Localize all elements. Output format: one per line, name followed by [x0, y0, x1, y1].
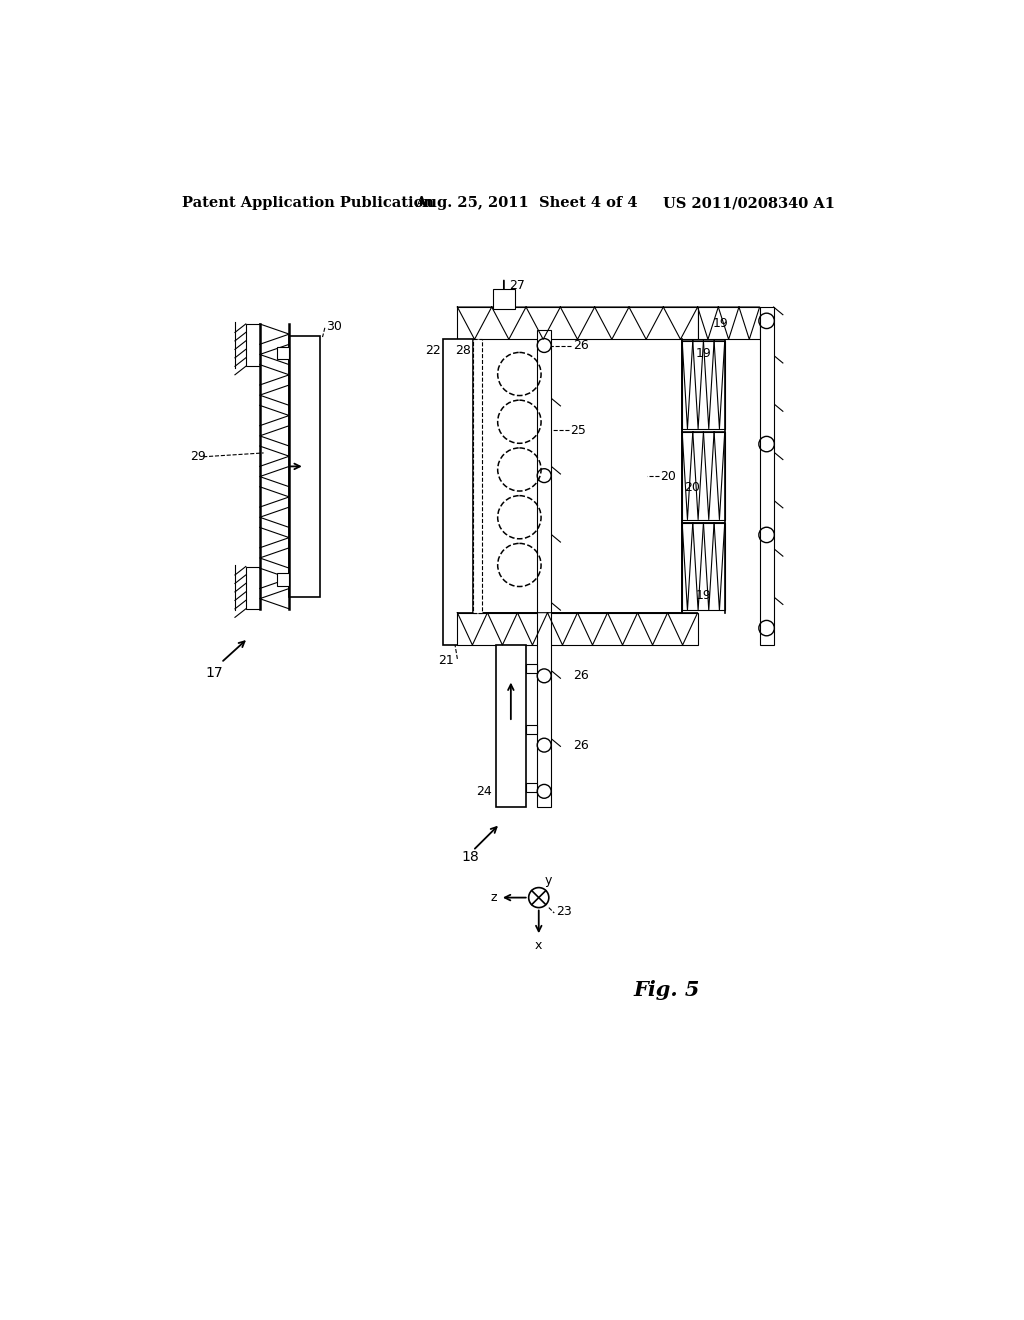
Text: US 2011/0208340 A1: US 2011/0208340 A1 — [663, 197, 835, 210]
Text: 27: 27 — [509, 279, 525, 292]
Bar — [276, 573, 289, 586]
Text: x: x — [536, 939, 543, 952]
Text: 22: 22 — [425, 345, 441, 358]
Bar — [697, 308, 760, 339]
Text: y: y — [545, 874, 552, 887]
Bar — [473, 339, 482, 612]
Bar — [525, 783, 538, 792]
Text: Aug. 25, 2011  Sheet 4 of 4: Aug. 25, 2011 Sheet 4 of 4 — [415, 197, 637, 210]
Text: 24: 24 — [476, 785, 493, 797]
Text: 30: 30 — [327, 319, 342, 333]
Text: 17: 17 — [206, 665, 223, 680]
Bar — [443, 339, 473, 645]
Text: 28: 28 — [456, 345, 471, 358]
Bar — [525, 725, 538, 734]
Bar — [276, 347, 289, 359]
Bar — [496, 645, 525, 807]
Text: 18: 18 — [461, 850, 479, 863]
Bar — [473, 346, 675, 607]
Bar — [458, 612, 697, 645]
Text: 23: 23 — [556, 906, 571, 917]
Bar — [246, 566, 260, 609]
Bar — [458, 308, 697, 339]
Text: 26: 26 — [572, 669, 589, 682]
Bar — [525, 664, 538, 673]
Text: 20: 20 — [660, 470, 676, 483]
Bar — [493, 289, 515, 309]
Bar — [682, 523, 725, 610]
Bar — [289, 335, 321, 597]
Text: 19: 19 — [713, 317, 729, 330]
Text: Patent Application Publication: Patent Application Publication — [182, 197, 434, 210]
Text: z: z — [490, 891, 497, 904]
Bar — [538, 330, 551, 807]
Text: 26: 26 — [572, 739, 589, 751]
Bar — [682, 432, 725, 520]
Text: 26: 26 — [572, 339, 589, 352]
Bar — [682, 341, 725, 429]
Text: 19: 19 — [695, 589, 712, 602]
Text: 25: 25 — [570, 424, 587, 437]
Bar — [760, 308, 773, 645]
Bar — [473, 339, 682, 612]
Text: Fig. 5: Fig. 5 — [634, 979, 699, 1001]
Text: 29: 29 — [189, 450, 206, 463]
Bar — [246, 323, 260, 367]
Text: 20: 20 — [684, 480, 699, 494]
Text: 19: 19 — [695, 347, 712, 360]
Text: 21: 21 — [437, 653, 454, 667]
